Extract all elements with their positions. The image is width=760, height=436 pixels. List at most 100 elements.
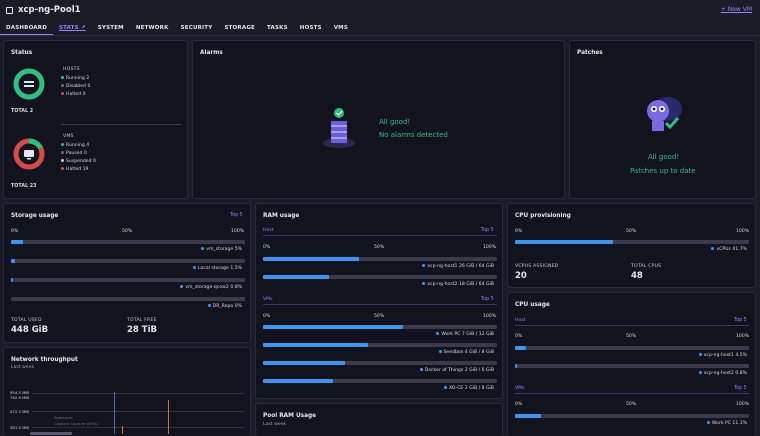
scale-50: 50% [626, 402, 637, 407]
hosts-disabled: Disabled 0 [61, 84, 90, 89]
scale-100: 100% [736, 334, 750, 339]
scale-50: 50% [626, 229, 637, 234]
cpu-hosts-top5-link[interactable]: Top 5 [734, 318, 747, 323]
bar-fill [263, 361, 345, 365]
axis-tick: 381.5 MiB [10, 425, 30, 430]
scale-100: 100% [736, 229, 750, 234]
cpu-host-bar [515, 346, 749, 350]
vms-paused: Paused 0 [61, 151, 87, 156]
alarms-none-text: No alarms detected [379, 131, 448, 139]
bar-fill [11, 240, 23, 244]
scale-0: 0% [515, 402, 523, 407]
page-title: xcp-ng-Pool1 [18, 5, 81, 15]
cpu-vms-label: VMs [515, 386, 525, 391]
bar-fill [515, 240, 613, 244]
patches-uptodate-text: Patches up to date [630, 167, 696, 175]
vms-running: Running 4 [61, 143, 89, 148]
status-divider [61, 124, 181, 125]
ram-hosts-top5-link[interactable]: Top 5 [481, 228, 494, 233]
chart-tooltip-line: Capture Capture (85%) [54, 421, 99, 426]
storage-item-label: Local storage 1.5% [193, 266, 242, 271]
status-card: Status HOSTS Running 2 Disabled 0 Halted… [3, 40, 188, 199]
tab-storage[interactable]: STORAGE [224, 25, 255, 31]
ram-vm-item: Docker of Things 2 GiB / 6 GiB [419, 368, 494, 373]
tab-tasks[interactable]: TASKS [267, 25, 288, 31]
ram-vms-top5-link[interactable]: Top 5 [481, 297, 494, 302]
ram-vm-bar [263, 325, 497, 329]
tab-security[interactable]: SECURITY [180, 25, 213, 31]
tab-system[interactable]: SYSTEM [97, 25, 124, 31]
bar-fill [263, 275, 329, 279]
pool-ram-subtitle: Last week [263, 422, 287, 427]
scale-100: 100% [483, 245, 497, 250]
cpu-host-bar [515, 364, 749, 368]
storage-top5-link[interactable]: Top 5 [230, 213, 243, 218]
tab-network[interactable]: NETWORK [135, 25, 169, 31]
network-subtitle: Last week [11, 365, 35, 370]
new-vm-button[interactable]: + New VM [720, 6, 752, 13]
vms-halted: Halted 19 [61, 167, 88, 172]
axis-tick: 954.5 MiB [10, 390, 30, 395]
scale-0: 0% [515, 334, 523, 339]
cpu-usage-title: CPU usage [515, 302, 550, 308]
total-cpus-label: TOTAL CPUS [631, 264, 662, 269]
axis-tick: 762.9 MiB [10, 395, 30, 400]
tab-vms[interactable]: VMS [333, 25, 349, 31]
ram-vm-bar [263, 343, 497, 347]
total-free-value: 28 TiB [127, 325, 157, 335]
vcpus-assigned-label: VCPUS ASSIGNED [515, 264, 559, 269]
scale-100: 100% [736, 402, 750, 407]
bar-fill [263, 257, 359, 261]
storage-card: Storage usage Top 5 0% 50% 100% vm_stora… [3, 203, 251, 343]
cpu-provisioning-title: CPU provisioning [515, 213, 571, 219]
mascot-illustration-icon [647, 97, 682, 131]
grid-line [32, 393, 244, 394]
tab-dashboard[interactable]: DASHBOARD [0, 20, 53, 35]
ram-vm-item: XO-CE 2 GiB / 8 GiB [443, 386, 494, 391]
ram-vm-item: Work PC 7 GiB / 12 GiB [436, 332, 494, 337]
ram-vm-item: Seedbox 4 GiB / 8 GiB [438, 350, 494, 355]
server-illustration-icon [323, 108, 355, 148]
tab-bar: DASHBOARD STATS ↗ SYSTEM NETWORK SECURIT… [0, 20, 760, 36]
bar-fill [263, 343, 369, 347]
scale-50: 50% [374, 314, 385, 319]
scale-50: 50% [122, 229, 133, 234]
ram-host-item: xcp-ng-host1 26 GiB / 64 GiB [422, 264, 494, 269]
ram-vm-bar [263, 379, 497, 383]
pool-ram-card: Pool RAM Usage Last week [255, 403, 503, 436]
network-title: Network throughput [11, 357, 78, 363]
storage-item-label: vm_storage-qcow2 0.8% [180, 285, 242, 290]
storage-item-label: vm_storage 5% [201, 247, 242, 252]
storage-bar [11, 278, 245, 282]
tab-stats[interactable]: STATS ↗ [58, 25, 86, 31]
cpu-provisioning-card: CPU provisioning 0% 50% 100% vCPUs 41.7%… [507, 203, 756, 288]
vms-suspended: Suspended 0 [61, 159, 96, 164]
throughput-spike [168, 400, 169, 434]
ram-host-item: xcp-ng-host2 18 GiB / 64 GiB [422, 282, 494, 287]
vcpus-assigned-value: 20 [515, 271, 527, 281]
section-rule [515, 325, 749, 326]
pool-ram-title: Pool RAM Usage [263, 413, 317, 419]
scale-100: 100% [231, 229, 245, 234]
vcpus-item: vCPUs 41.7% [711, 247, 747, 252]
hosts-donut [13, 68, 45, 100]
ram-vm-bar [263, 361, 497, 365]
hosts-total: TOTAL 2 [11, 109, 34, 114]
throughput-spike [122, 426, 123, 434]
cpu-vm-item: Work PC 11.1% [706, 421, 747, 426]
bar-fill [515, 414, 541, 418]
total-used-value: 448 GiB [11, 325, 49, 335]
section-rule [515, 393, 749, 394]
chart-scrollbar[interactable] [30, 432, 72, 435]
scale-0: 0% [11, 229, 19, 234]
total-used-label: TOTAL USED [11, 318, 42, 323]
scale-0: 0% [263, 245, 271, 250]
ram-title: RAM usage [263, 213, 300, 219]
storage-bar [11, 259, 245, 263]
hosts-running: Running 2 [61, 76, 89, 81]
cpu-vms-top5-link[interactable]: Top 5 [734, 386, 747, 391]
tab-hosts[interactable]: HOSTS [299, 25, 322, 31]
scale-100: 100% [483, 314, 497, 319]
axis-tick: 572.2 MiB [10, 409, 30, 414]
bar-fill [11, 259, 15, 263]
